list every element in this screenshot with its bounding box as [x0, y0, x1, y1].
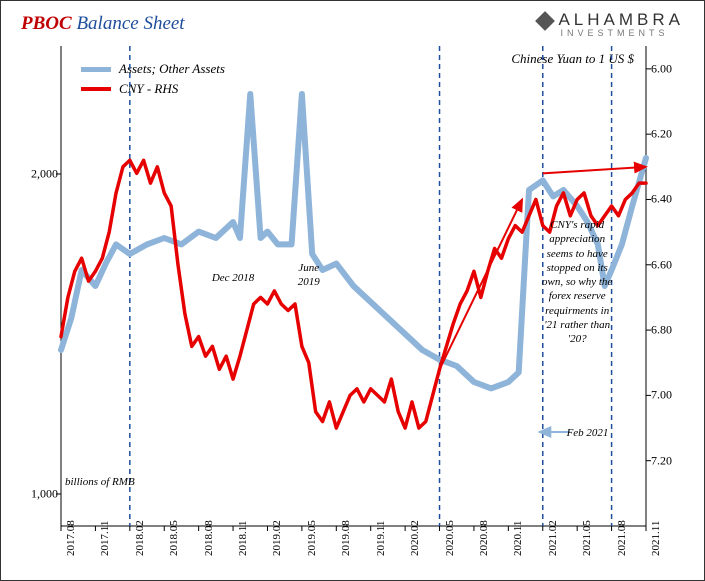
- x-tick-label: 2020.11: [512, 521, 524, 556]
- x-tick-label: 2017.08: [65, 520, 77, 556]
- x-tick-label: 2020.02: [409, 520, 421, 556]
- y-right-tick-label: 7.00: [651, 388, 672, 403]
- annotation: CNY's rapidappreciationseems to havestop…: [530, 218, 625, 347]
- x-tick-label: 2018.02: [134, 520, 146, 556]
- y-left-tick-label: 1,000: [31, 487, 58, 502]
- y-right-tick-label: 6.40: [651, 192, 672, 207]
- plot-area: 2017.082017.112018.022018.052018.082018.…: [61, 46, 646, 526]
- title-pboc: PBOC: [21, 13, 72, 34]
- y-right-tick-label: 6.80: [651, 323, 672, 338]
- y-right-tick-label: 6.20: [651, 127, 672, 142]
- x-tick-label: 2017.11: [99, 521, 111, 556]
- y-right-tick-label: 6.00: [651, 61, 672, 76]
- x-tick-label: 2019.05: [306, 520, 318, 556]
- x-tick-label: 2018.05: [168, 520, 180, 556]
- lhs-unit-label: billions of RMB: [65, 476, 135, 488]
- x-tick-label: 2021.05: [581, 520, 593, 556]
- x-tick-label: 2020.05: [444, 520, 456, 556]
- x-tick-label: 2019.02: [271, 520, 283, 556]
- logo-top: ALHAMBRA: [558, 10, 684, 29]
- y-right-tick-label: 7.20: [651, 453, 672, 468]
- logo: ALHAMBRA INVESTMENTS: [538, 11, 684, 38]
- x-tick-label: 2018.08: [203, 520, 215, 556]
- x-tick-label: 2018.11: [237, 521, 249, 556]
- y-left-tick-label: 2,000: [31, 167, 58, 182]
- logo-diamond-icon: [536, 11, 556, 31]
- x-tick-label: 2019.08: [340, 520, 352, 556]
- y-right-tick-label: 6.60: [651, 257, 672, 272]
- x-tick-label: 2020.08: [478, 520, 490, 556]
- x-tick-label: 2019.11: [375, 521, 387, 556]
- logo-bottom: INVESTMENTS: [560, 29, 684, 38]
- title-rest: Balance Sheet: [72, 13, 185, 34]
- chart-title: PBOC Balance Sheet: [21, 13, 185, 35]
- x-tick-label: 2021.11: [650, 521, 662, 556]
- annotation: June2019: [289, 261, 329, 290]
- annotation: Feb 2021: [558, 426, 618, 440]
- chart-container: PBOC Balance Sheet ALHAMBRA INVESTMENTS …: [0, 0, 705, 581]
- annotation: Dec 2018: [203, 271, 263, 285]
- x-tick-label: 2021.08: [616, 520, 628, 556]
- x-tick-label: 2021.02: [547, 520, 559, 556]
